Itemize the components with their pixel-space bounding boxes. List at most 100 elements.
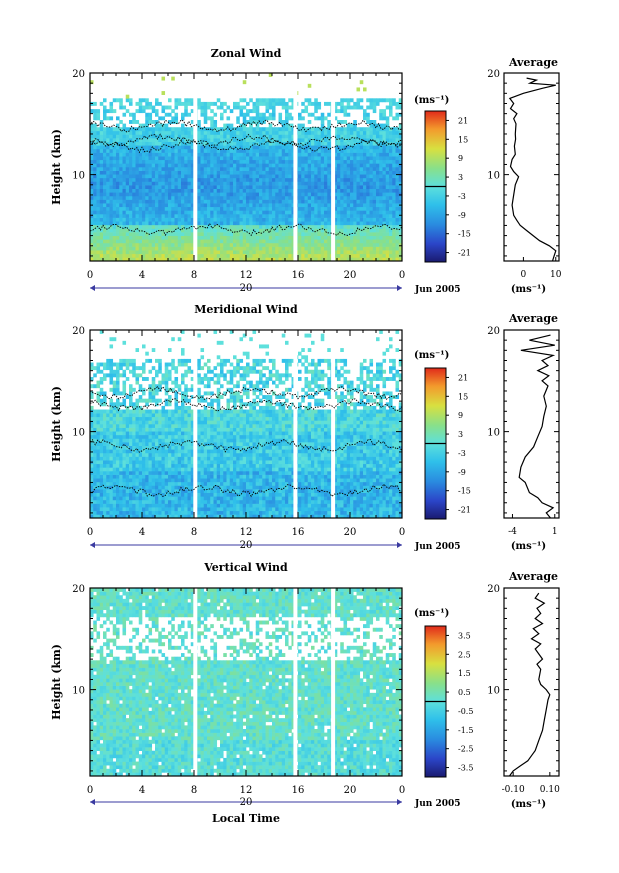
colorbar-tick-label: 3.5 [458,631,471,640]
average-frame [503,587,560,777]
y-tick-label: 20 [72,584,85,595]
colorbar-tick-label: 0.5 [458,688,471,697]
zero-contour [89,139,403,154]
average-y-tick-label: 10 [487,428,500,439]
panel-1: 0 4 8 12 16 20 0 10 20 Zonal Wind Height (km) 20 Jun… [50,47,562,295]
x-tick-label: 8 [191,785,197,796]
date-axis-arrow-left [90,799,95,805]
y-tick-label: 20 [72,69,85,80]
x-tick-label: 8 [191,527,197,538]
colorbar-tick-label: -3.5 [458,764,473,773]
x-ticks [89,588,403,776]
x-tick-label: 12 [240,527,253,538]
x-ticks [89,73,403,261]
data-gap-2 [293,73,298,261]
data-gap-2 [293,330,298,518]
x-axis-label: Local Time [212,812,280,825]
date-axis-arrow-left [90,542,95,548]
zero-contour [89,398,403,412]
average-x-tick-label: 10 [550,270,562,280]
colorbar-tick-label: 3 [458,173,463,182]
heatmap-cells [90,330,403,519]
x-tick-label: 16 [292,785,305,796]
data-gap-1 [193,330,198,518]
y-tick-label: 20 [72,326,85,337]
x-tick-label: 4 [139,527,145,538]
colorbar-tick-label: -9 [458,211,466,220]
data-gap-1 [193,73,198,261]
date-day-label: 20 [240,283,253,294]
x-tick-label: 0 [399,270,405,281]
average-profile: 10 20 -4 1 Average (ms⁻¹) [487,312,560,552]
y-tick-label: 10 [72,686,85,697]
colorbar-tick-label: 21 [458,373,468,382]
colorbar: (ms⁻¹) 21 15 9 3 -3 -9 -15 -21 [414,350,471,520]
colorbar-unit: (ms⁻¹) [414,350,449,361]
colorbar-tick-label: 15 [458,135,468,144]
panel-2: 0 4 8 12 16 20 0 10 20 Meridional Wind Height (km)… [50,303,560,552]
data-gap-3 [331,73,336,261]
zero-contour [89,438,403,453]
average-x-label: (ms⁻¹) [511,541,546,552]
data-gap-1 [193,588,198,776]
average-x-tick-label: 0.10 [540,785,560,795]
colorbar: (ms⁻¹) 3.5 2.5 1.5 0.5 -0.5 -1.5 -2.5 -3.5 [414,608,473,778]
date-axis-arrow-right [397,285,402,291]
colorbar-tick-label: 9 [458,411,463,420]
colorbar: (ms⁻¹) 21 15 9 3 -3 -9 -15 -21 [414,95,471,263]
average-title: Average [508,56,558,69]
x-tick-label: 0 [399,785,405,796]
data-gap-3 [331,588,336,776]
zero-contour [89,386,403,400]
y-axis-label: Height (km) [50,644,63,720]
colorbar-tick-label: -2.5 [458,745,473,754]
chart-title: Vertical Wind [203,561,288,574]
x-tick-label: 20 [344,270,357,281]
colorbar-tick-label: -15 [458,230,471,239]
y-axis-label: Height (km) [50,386,63,462]
colorbar-tick-label: 15 [458,392,468,401]
date-day-label: 20 [240,540,253,551]
average-x-label: (ms⁻¹) [511,284,546,295]
panel-3: 0 4 8 12 16 20 0 10 20 Vertical Wind Height (km) Lo… [50,561,560,825]
x-tick-label: 4 [139,785,145,796]
data-gap-2 [293,588,298,776]
average-title: Average [508,312,558,325]
colorbar-tick-label: -15 [458,487,471,496]
data-gap-3 [331,330,336,518]
average-x-label: (ms⁻¹) [511,799,546,810]
average-title: Average [508,570,558,583]
y-tick-label: 10 [72,428,85,439]
date-label: Jun 2005 [414,285,461,295]
average-profile-line [508,77,557,262]
x-tick-label: 16 [292,270,305,281]
chart-title: Meridional Wind [194,303,298,316]
y-axis-label: Height (km) [50,129,63,205]
colorbar-tick-label: -3 [458,192,466,201]
zero-contour [89,133,403,148]
average-frame [503,72,560,262]
colorbar-tick-label: 2.5 [458,650,471,659]
chart-title: Zonal Wind [211,47,282,60]
average-frame [503,329,560,519]
x-tick-label: 0 [399,527,405,538]
colorbar-tick-label: 9 [458,154,463,163]
colorbar-tick-label: -3 [458,449,466,458]
average-profile-line [509,592,551,777]
colorbar-unit: (ms⁻¹) [414,608,449,619]
x-tick-label: 4 [139,270,145,281]
x-ticks [89,330,403,518]
average-y-tick-label: 10 [487,171,500,182]
x-tick-label: 8 [191,270,197,281]
zero-contour [89,222,403,237]
x-tick-label: 12 [240,270,253,281]
zero-contour [89,119,403,133]
x-tick-label: 20 [344,527,357,538]
x-tick-label: 0 [87,270,93,281]
colorbar-tick-label: -0.5 [458,707,473,716]
average-y-tick-label: 20 [487,69,500,80]
average-y-tick-label: 10 [487,686,500,697]
average-x-tick-label: 1 [552,527,558,537]
average-profile: 10 20 -0.10 0.10 Average (ms⁻¹) [487,570,560,810]
